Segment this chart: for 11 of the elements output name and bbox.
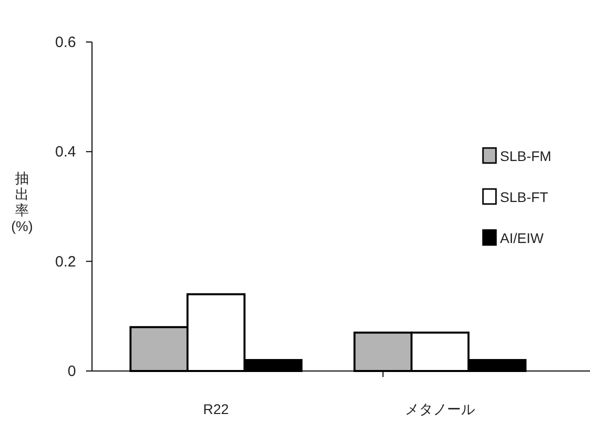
y-axis-title: 抽出率(%)	[11, 170, 33, 234]
y-tick-label: 0.6	[55, 34, 76, 51]
y-tick-label: 0	[68, 363, 76, 380]
legend-label: AI/EIW	[500, 230, 544, 246]
legend-label: SLB-FT	[500, 189, 549, 205]
x-tick-label: R22	[203, 401, 230, 417]
y-tick-label: 0.2	[55, 253, 76, 270]
y-tick-label: 0.4	[55, 144, 76, 161]
x-tick-label: メタノール	[405, 401, 475, 417]
legend-label: SLB-FM	[500, 148, 552, 164]
plot: 0 0.2 0.4 0.6 R22 メタノール 抽出率(%) SLB-FM SLB-FT AI/EIW	[11, 34, 590, 417]
